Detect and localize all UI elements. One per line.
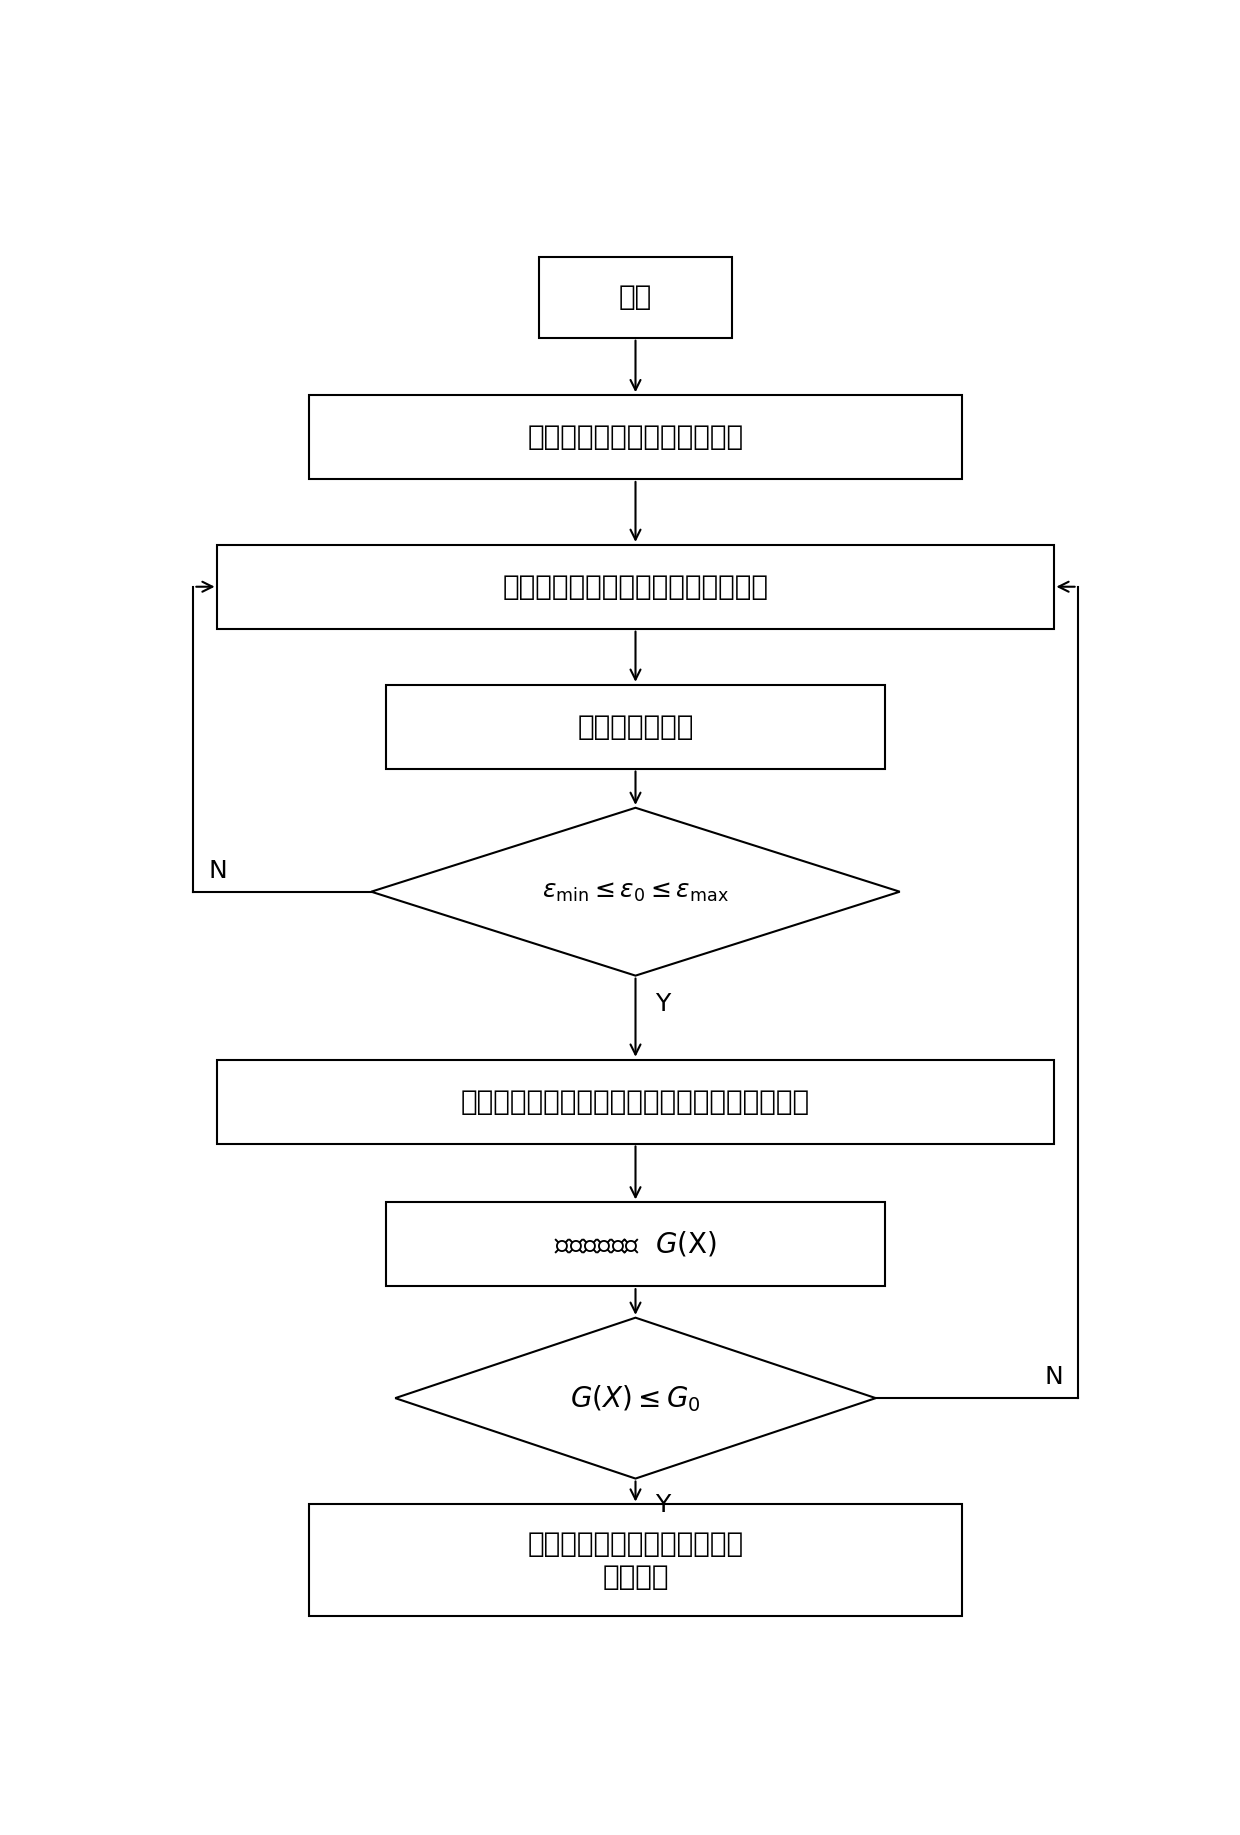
Text: Y: Y bbox=[655, 1492, 670, 1516]
Text: 计算出调整流量与分配系数后的成品板面粗糙度: 计算出调整流量与分配系数后的成品板面粗糙度 bbox=[461, 1088, 810, 1116]
Polygon shape bbox=[371, 807, 900, 976]
Text: 计算目标函数  $G$(X): 计算目标函数 $G$(X) bbox=[554, 1229, 717, 1259]
Text: $G\left(X\right) \leq G_0$: $G\left(X\right) \leq G_0$ bbox=[570, 1384, 701, 1413]
Text: 测出实际成品带钢表面粗糙度: 测出实际成品带钢表面粗糙度 bbox=[527, 424, 744, 451]
Bar bbox=[309, 1505, 962, 1617]
Text: 给定平整液流量和流量分配系数初值: 给定平整液流量和流量分配系数初值 bbox=[502, 573, 769, 600]
Bar bbox=[386, 684, 885, 769]
Text: 计算带钢延伸率: 计算带钢延伸率 bbox=[578, 712, 693, 741]
Text: Y: Y bbox=[655, 993, 670, 1017]
Text: N: N bbox=[208, 859, 227, 883]
Bar bbox=[386, 1202, 885, 1286]
Bar bbox=[539, 257, 732, 338]
Text: N: N bbox=[1044, 1365, 1063, 1389]
Text: $\varepsilon_{\mathrm{min}} \leq \varepsilon_0 \leq \varepsilon_{\mathrm{max}}$: $\varepsilon_{\mathrm{min}} \leq \vareps… bbox=[542, 879, 729, 903]
Bar bbox=[309, 395, 962, 479]
Text: 输出最佳平整液流量与分配系
数调整量: 输出最佳平整液流量与分配系 数调整量 bbox=[527, 1530, 744, 1591]
Text: 开始: 开始 bbox=[619, 283, 652, 312]
Polygon shape bbox=[396, 1318, 875, 1479]
Bar bbox=[217, 1059, 1054, 1143]
Bar bbox=[217, 545, 1054, 629]
